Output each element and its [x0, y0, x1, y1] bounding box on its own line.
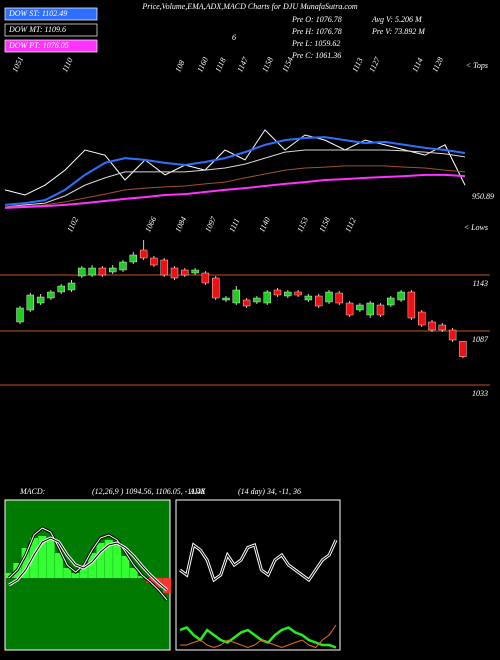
adx-panel [175, 499, 341, 651]
candle-body [273, 289, 282, 296]
macd-params: (12,26,9 ) 1094.56, 1106.05, -11.48 [92, 487, 205, 496]
level-label: 1087 [472, 335, 489, 344]
candle-body [170, 267, 179, 279]
legend-label: DOW ST: 1102.49 [8, 9, 67, 18]
series-line [179, 539, 337, 581]
candle-body [57, 285, 65, 293]
series-line [179, 626, 337, 649]
histogram-bar [54, 553, 63, 578]
last-label: 950.89 [472, 192, 494, 201]
histogram-bar [46, 540, 55, 578]
histogram-bar [96, 543, 105, 578]
candle-body [191, 269, 199, 274]
series-line [180, 624, 337, 649]
candle-body [397, 291, 405, 301]
candle-body [387, 297, 395, 306]
level-label: 1143 [473, 279, 488, 288]
adx-params: (14 day) 34, -11, 36 [238, 487, 301, 496]
info-text: Pre O: 1076.78 [291, 15, 342, 24]
level-label: 1033 [472, 389, 488, 398]
candle-body [201, 272, 210, 284]
histogram-bar [63, 568, 72, 578]
histogram-bar [138, 576, 147, 578]
lows-label: < Lows [464, 223, 488, 232]
candle-body [88, 267, 96, 276]
candle-body [129, 254, 138, 263]
candle-body [345, 302, 354, 316]
series-line [8, 537, 168, 591]
chart-title: Price,Volume,EMA,ADX,MACD Charts for DJU… [141, 2, 358, 11]
histogram-bar [38, 536, 47, 578]
candle-body [438, 324, 446, 331]
info-text: Pre L: 1059.62 [291, 39, 340, 48]
candle-body [315, 295, 323, 307]
candle-body [181, 269, 189, 276]
histogram-bar [88, 553, 97, 578]
candle-body [232, 289, 241, 304]
candle-body [418, 311, 426, 326]
series-line [8, 527, 168, 601]
candle-body [98, 267, 107, 276]
candle-body [242, 299, 251, 307]
candle-body [253, 297, 261, 303]
series-line [4, 165, 466, 208]
candle-body [47, 291, 55, 299]
candle-body [366, 302, 374, 316]
series-line [4, 173, 466, 209]
candle-body [304, 295, 313, 301]
histogram-bar [71, 573, 80, 578]
candle-body [376, 304, 385, 316]
adx-label: ADX [189, 487, 207, 496]
legend-box [4, 39, 98, 53]
candle-body [67, 282, 76, 291]
candle-body [335, 292, 343, 304]
legend-label: DOW MT: 1109.6 [8, 25, 66, 34]
candle-body [356, 304, 364, 311]
histogram-bar [121, 556, 130, 578]
candle-body [119, 261, 127, 271]
candle-body [108, 267, 117, 273]
candle-body [448, 329, 457, 341]
candle-body [284, 291, 292, 297]
histogram-bar [104, 540, 113, 578]
candle-body [459, 341, 467, 357]
histogram-bar [21, 548, 30, 578]
candle-body [325, 291, 333, 303]
candle-body [428, 321, 436, 331]
candle-body [407, 291, 416, 319]
histogram-bar [129, 568, 138, 578]
info-text: Pre V: 73.892 M [371, 27, 426, 36]
candle-body [222, 297, 230, 301]
tops-label: < Tops [466, 61, 488, 70]
legend-box [4, 23, 98, 37]
macd-label: MACD: [19, 487, 46, 496]
candle-body [36, 296, 45, 304]
legend-box [4, 7, 98, 21]
info-text: Avg V: 5.206 M [371, 15, 423, 24]
candle-body [16, 307, 24, 323]
candle-body [160, 259, 168, 276]
series-line [4, 149, 466, 208]
series-line [4, 136, 466, 206]
note: 6 [232, 33, 236, 42]
candle-body [78, 267, 86, 277]
candle-body [150, 257, 158, 266]
histogram-bar [5, 573, 13, 578]
candle-body [26, 294, 34, 311]
info-text: Pre C: 1061.36 [291, 51, 341, 60]
legend-label: DOW PT: 1076.05 [8, 41, 69, 50]
histogram-bar [163, 578, 171, 593]
info-text: Pre H: 1076.78 [291, 27, 342, 36]
candle-body [139, 249, 148, 259]
histogram-bar [79, 566, 88, 578]
candle-body [294, 291, 302, 296]
candle-body [211, 277, 220, 299]
candle-body [263, 291, 271, 304]
histogram-bar [113, 545, 122, 578]
